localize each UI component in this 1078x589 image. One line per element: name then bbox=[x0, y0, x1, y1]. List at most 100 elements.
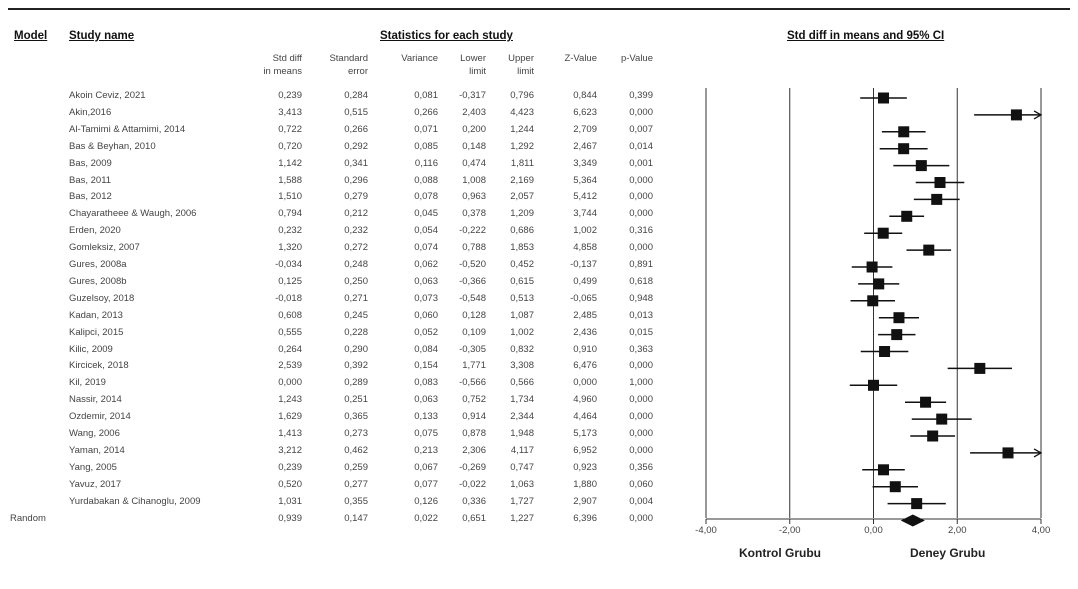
stat-value: 0,392 bbox=[344, 360, 368, 372]
stat-value: 0,045 bbox=[414, 208, 438, 220]
stat-value: 4,464 bbox=[573, 411, 597, 423]
stat-value: 0,200 bbox=[462, 123, 486, 135]
stat-value: 0,067 bbox=[414, 461, 438, 473]
stat-value: 0,963 bbox=[462, 191, 486, 203]
stat-value: 1,510 bbox=[278, 191, 302, 203]
effect-marker bbox=[879, 346, 891, 357]
study-name: Kadan, 2013 bbox=[69, 309, 123, 321]
effect-marker bbox=[927, 430, 939, 442]
effect-marker bbox=[891, 329, 903, 341]
stat-value: 6,952 bbox=[573, 444, 597, 456]
stat-value: 0,250 bbox=[344, 275, 368, 287]
stat-value: 0,232 bbox=[278, 225, 302, 237]
stat-value: 1,811 bbox=[510, 157, 534, 169]
study-row: Yang, 2005 0,239 0,259 0,067 -0,269 0,747 0,92… bbox=[0, 462, 680, 479]
stat-value: 0,062 bbox=[414, 259, 438, 270]
stat-value: 0,923 bbox=[573, 461, 597, 473]
stat-value: 0,133 bbox=[414, 411, 438, 423]
stat-value: 3,349 bbox=[573, 157, 597, 169]
stat-value: 3,744 bbox=[573, 208, 597, 220]
effect-marker bbox=[877, 227, 889, 239]
stat-value: 0,891 bbox=[629, 259, 653, 270]
model-name: Random bbox=[10, 512, 46, 524]
stat-value: 0,948 bbox=[629, 292, 653, 304]
stat-value: 4,858 bbox=[573, 242, 597, 254]
stat-value: 4,960 bbox=[573, 394, 597, 406]
effect-marker bbox=[868, 379, 879, 391]
stat-value: 0,116 bbox=[414, 157, 438, 169]
study-name: Bas & Beyhan, 2010 bbox=[69, 140, 156, 152]
effect-marker bbox=[893, 312, 905, 324]
stat-value: 0,752 bbox=[462, 394, 486, 406]
stat-value: 0,000 bbox=[573, 377, 597, 389]
stat-value: -0,317 bbox=[459, 90, 486, 101]
stat-value: 0,128 bbox=[462, 309, 486, 321]
stat-value: 6,476 bbox=[573, 360, 597, 372]
study-row: Kilic, 2009 0,264 0,290 0,084 -0,305 0,832 0,9… bbox=[0, 344, 680, 361]
stat-value: 0,000 bbox=[629, 444, 653, 456]
stat-value: 0,239 bbox=[278, 90, 302, 101]
study-row: Chayaratheee & Waugh, 2006 0,794 0,212 0,04… bbox=[0, 208, 680, 225]
effect-marker bbox=[923, 244, 935, 256]
effect-marker bbox=[898, 126, 910, 138]
summary-diamond bbox=[900, 514, 925, 527]
stat-value: 0,000 bbox=[629, 174, 653, 186]
stat-value: 5,173 bbox=[573, 428, 597, 439]
stat-value: 4,117 bbox=[510, 444, 534, 456]
study-row: Erden, 2020 0,232 0,232 0,054 -0,222 0,686 1,0… bbox=[0, 225, 680, 242]
stat-value: 0,000 bbox=[629, 208, 653, 220]
stat-value: 0,000 bbox=[629, 394, 653, 406]
stat-value: 6,623 bbox=[573, 106, 597, 118]
stat-value: 5,412 bbox=[573, 191, 597, 203]
stat-value: 1,000 bbox=[629, 377, 653, 389]
study-name: Yurdabakan & Cihanoglu, 2009 bbox=[69, 495, 201, 507]
stat-value: 0,077 bbox=[414, 478, 438, 490]
stat-value: 1,063 bbox=[510, 478, 534, 490]
stat-value: 2,467 bbox=[573, 140, 597, 152]
stat-value: 0,004 bbox=[629, 495, 653, 507]
stat-value: 0,060 bbox=[629, 478, 653, 490]
stat-value: 1,880 bbox=[573, 478, 597, 490]
stat-value: 2,169 bbox=[510, 174, 534, 186]
stat-value: 0,279 bbox=[344, 191, 368, 203]
effect-marker bbox=[1010, 109, 1022, 121]
study-row: Akoin Ceviz, 2021 0,239 0,284 0,081 -0,317 0,… bbox=[0, 90, 680, 107]
x-tick-label: 0,00 bbox=[864, 525, 883, 536]
stat-value: 0,148 bbox=[462, 140, 486, 152]
effect-marker bbox=[867, 295, 879, 307]
stat-value: 2,709 bbox=[573, 123, 597, 135]
effect-marker bbox=[1002, 447, 1014, 459]
stat-value: -0,269 bbox=[459, 461, 486, 473]
study-name: Wang, 2006 bbox=[69, 428, 120, 439]
column-header: p-Value bbox=[620, 53, 653, 64]
stat-value: 0,266 bbox=[414, 106, 438, 118]
stat-value: 0,399 bbox=[629, 90, 653, 101]
column-header: Lower limit bbox=[460, 53, 486, 77]
stat-value: 1,244 bbox=[510, 123, 534, 135]
stat-value: 0,083 bbox=[414, 377, 438, 389]
stat-value: 1,002 bbox=[573, 225, 597, 237]
study-row: Kil, 2019 0,000 0,289 0,083 -0,566 0,566 0,000… bbox=[0, 377, 680, 394]
stat-value: 0,000 bbox=[629, 242, 653, 254]
stat-value: 0,499 bbox=[573, 275, 597, 287]
effect-marker bbox=[931, 193, 943, 205]
stat-value: 0,154 bbox=[414, 360, 438, 372]
stat-value: 0,248 bbox=[344, 259, 368, 270]
group-label-right: Deney Grubu bbox=[910, 546, 986, 560]
stat-value: 0,232 bbox=[344, 225, 368, 237]
effect-marker bbox=[878, 464, 890, 476]
stat-value: 0,277 bbox=[344, 478, 368, 490]
study-name: Kilic, 2009 bbox=[69, 343, 113, 355]
stat-value: 0,794 bbox=[278, 208, 302, 220]
stat-value: 0,296 bbox=[344, 174, 368, 186]
stat-value: 0,147 bbox=[344, 512, 368, 524]
stat-value: 0,365 bbox=[344, 411, 368, 423]
stat-value: 2,907 bbox=[573, 495, 597, 507]
stat-value: 1,002 bbox=[510, 326, 534, 338]
effect-marker bbox=[898, 143, 910, 155]
study-name: Nassir, 2014 bbox=[69, 394, 122, 406]
stat-value: 2,539 bbox=[278, 360, 302, 372]
stat-value: 0,109 bbox=[462, 326, 486, 338]
stat-value: -0,034 bbox=[275, 259, 302, 270]
stat-value: 0,084 bbox=[414, 343, 438, 355]
